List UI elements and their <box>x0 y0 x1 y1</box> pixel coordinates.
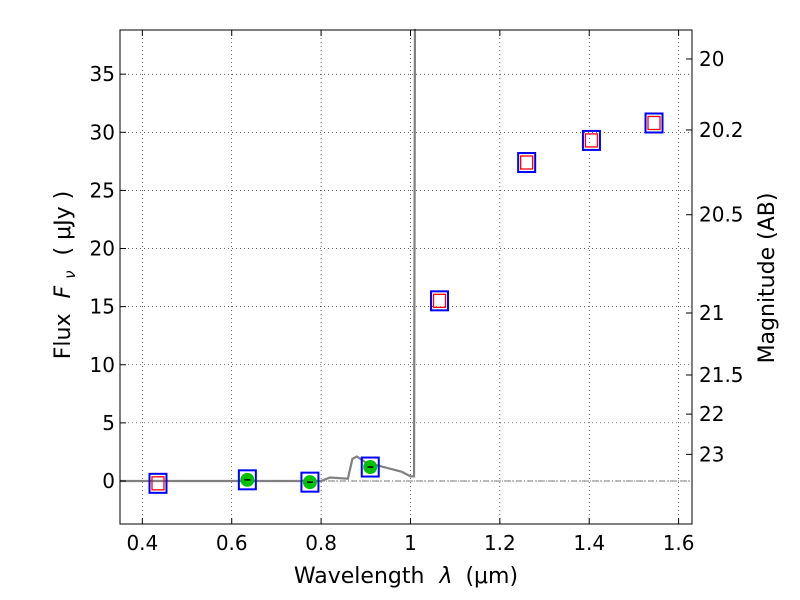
y-axis-label-text: Flux <box>51 313 76 359</box>
magnitude-tick-label: 20.5 <box>699 203 744 227</box>
x-tick-label: 1.6 <box>663 531 695 555</box>
y-tick-label: 10 <box>90 353 115 377</box>
y-tick-label: 5 <box>102 411 115 435</box>
model-flux-square <box>584 133 599 148</box>
y-tick-label: 20 <box>90 237 115 261</box>
y-axis-label-unit: ( μJy ) <box>51 191 76 256</box>
observed-flux-square <box>644 112 664 134</box>
x-axis-label-text: Wavelength <box>294 564 425 589</box>
model-spectrum-line <box>120 28 417 483</box>
x-axis-ticks: 0.4 0.6 0.8 1 1.2 1.4 1.6 <box>126 30 695 555</box>
x-tick-label: 1 <box>404 531 417 555</box>
magnitude-tick-label: 21.5 <box>699 363 744 387</box>
magnitude-tick-label: 22 <box>699 402 724 426</box>
x-axis-label-symbol: λ <box>438 564 452 589</box>
y-axis-ticks: 0 5 10 15 20 25 30 35 <box>90 62 126 493</box>
plot-frame <box>119 29 693 525</box>
observed-flux-square <box>581 129 601 151</box>
magnitude-tick-label: 23 <box>699 442 724 466</box>
observed-flux-square <box>237 469 257 491</box>
y-axis-label: Flux F ν ( μJy ) <box>51 191 81 359</box>
observed-flux-square <box>148 472 168 494</box>
y-axis-label-symbol: F <box>51 285 76 298</box>
model-flux-square <box>151 476 165 491</box>
observed-flux-square <box>360 456 380 478</box>
y-tick-label: 25 <box>90 178 115 202</box>
magnitude-tick-label: 21 <box>699 301 724 325</box>
y-axis-label-subscript: ν <box>61 270 79 278</box>
y-tick-label: 0 <box>102 469 115 493</box>
observed-flux-square <box>430 290 450 312</box>
magnitude-axis-label: Magnitude (AB) <box>755 193 780 364</box>
grid-lines <box>120 30 692 524</box>
x-tick-label: 1.2 <box>484 531 516 555</box>
x-tick-label: 0.8 <box>305 531 337 555</box>
model-flux-square <box>647 115 661 131</box>
model-flux-square <box>432 293 447 308</box>
x-tick-label: 0.6 <box>216 531 248 555</box>
x-tick-label: 0.4 <box>126 531 158 555</box>
observed-flux-square <box>517 152 537 174</box>
magnitude-tick-label: 20.2 <box>699 118 744 142</box>
model-flux-square <box>520 155 534 170</box>
y-tick-label: 30 <box>90 120 115 144</box>
x-tick-label: 1.4 <box>573 531 605 555</box>
observed-flux-square <box>300 471 320 493</box>
x-axis-label: Wavelength λ (μm) <box>294 564 518 589</box>
x-axis-label-unit: (μm) <box>465 564 518 589</box>
y-tick-label: 15 <box>90 295 115 319</box>
y-tick-label: 35 <box>90 62 115 86</box>
photometry-markers <box>148 112 664 494</box>
magnitude-tick-label: 20 <box>699 47 724 71</box>
magnitude-axis-ticks: 20 20.2 20.5 21 21.5 22 23 <box>686 47 744 466</box>
